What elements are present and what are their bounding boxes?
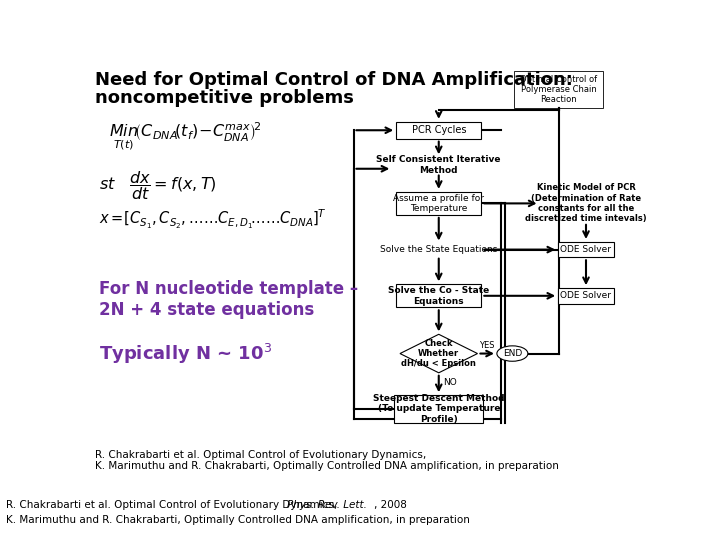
Ellipse shape (497, 346, 528, 361)
Text: $st\quad\dfrac{dx}{dt}=f\left(x,T\right)$: $st\quad\dfrac{dx}{dt}=f\left(x,T\right)… (99, 168, 217, 202)
Text: Need for Optimal Control of DNA Amplification:: Need for Optimal Control of DNA Amplific… (94, 71, 572, 89)
Text: NO: NO (443, 378, 456, 387)
Text: Steepest Descent Method
(To update Temperature
Profile): Steepest Descent Method (To update Tempe… (373, 394, 505, 424)
FancyBboxPatch shape (558, 242, 614, 257)
Text: Phys. Rev. Lett.: Phys. Rev. Lett. (287, 500, 366, 510)
FancyBboxPatch shape (514, 71, 603, 108)
Text: PCR Cycles: PCR Cycles (412, 125, 466, 135)
Text: For N nucleotide template –
2N + 4 state equations: For N nucleotide template – 2N + 4 state… (99, 280, 359, 319)
Text: Solve the State Equations: Solve the State Equations (380, 245, 498, 254)
Text: ODE Solver: ODE Solver (560, 245, 611, 254)
Text: $x=\!\left[C_{S_1},C_{S_2},\ldots\ldots C_{E,D_1}\!\ldots\ldots C_{DNA}\right]^{: $x=\!\left[C_{S_1},C_{S_2},\ldots\ldots … (99, 207, 326, 231)
Text: Solve the Co - State
Equations: Solve the Co - State Equations (388, 286, 490, 306)
Text: YES: YES (479, 341, 495, 350)
FancyBboxPatch shape (396, 192, 482, 215)
Text: Kinetic Model of PCR
(Determination of Rate
constants for all the
discretized ti: Kinetic Model of PCR (Determination of R… (525, 183, 647, 224)
Text: Optimal Control of
Polymerase Chain
Reaction: Optimal Control of Polymerase Chain Reac… (521, 75, 598, 104)
FancyBboxPatch shape (558, 288, 614, 303)
Polygon shape (400, 334, 477, 373)
Text: R. Chakrabarti et al. Optimal Control of Evolutionary Dynamics,: R. Chakrabarti et al. Optimal Control of… (6, 500, 341, 510)
Text: K. Marimuthu and R. Chakrabarti, Optimally Controlled DNA amplification, in prep: K. Marimuthu and R. Chakrabarti, Optimal… (6, 515, 470, 525)
Text: Self Consistent Iterative
Method: Self Consistent Iterative Method (377, 155, 501, 174)
FancyBboxPatch shape (396, 122, 482, 139)
Text: , 2008: , 2008 (374, 500, 408, 510)
FancyBboxPatch shape (394, 395, 483, 423)
Text: noncompetitive problems: noncompetitive problems (94, 90, 354, 107)
Text: K. Marimuthu and R. Chakrabarti, Optimally Controlled DNA amplification, in prep: K. Marimuthu and R. Chakrabarti, Optimal… (94, 461, 559, 470)
Text: ODE Solver: ODE Solver (560, 291, 611, 300)
Text: R. Chakrabarti et al. Optimal Control of Evolutionary Dynamics,: R. Chakrabarti et al. Optimal Control of… (94, 450, 429, 460)
Text: Check
Whether
dH/du < Epsilon: Check Whether dH/du < Epsilon (401, 339, 476, 368)
Text: Typically N ~ 10$^3$: Typically N ~ 10$^3$ (99, 342, 272, 366)
FancyBboxPatch shape (396, 284, 482, 307)
Text: Assume a profile for
Temperature: Assume a profile for Temperature (393, 194, 485, 213)
Text: $\underset{T(t)}{Min}\!\left(C_{DNA}\!\left(t_f\right)\!-\!C_{DNA}^{max}\right)^: $\underset{T(t)}{Min}\!\left(C_{DNA}\!\l… (109, 120, 262, 151)
Text: END: END (503, 349, 522, 358)
